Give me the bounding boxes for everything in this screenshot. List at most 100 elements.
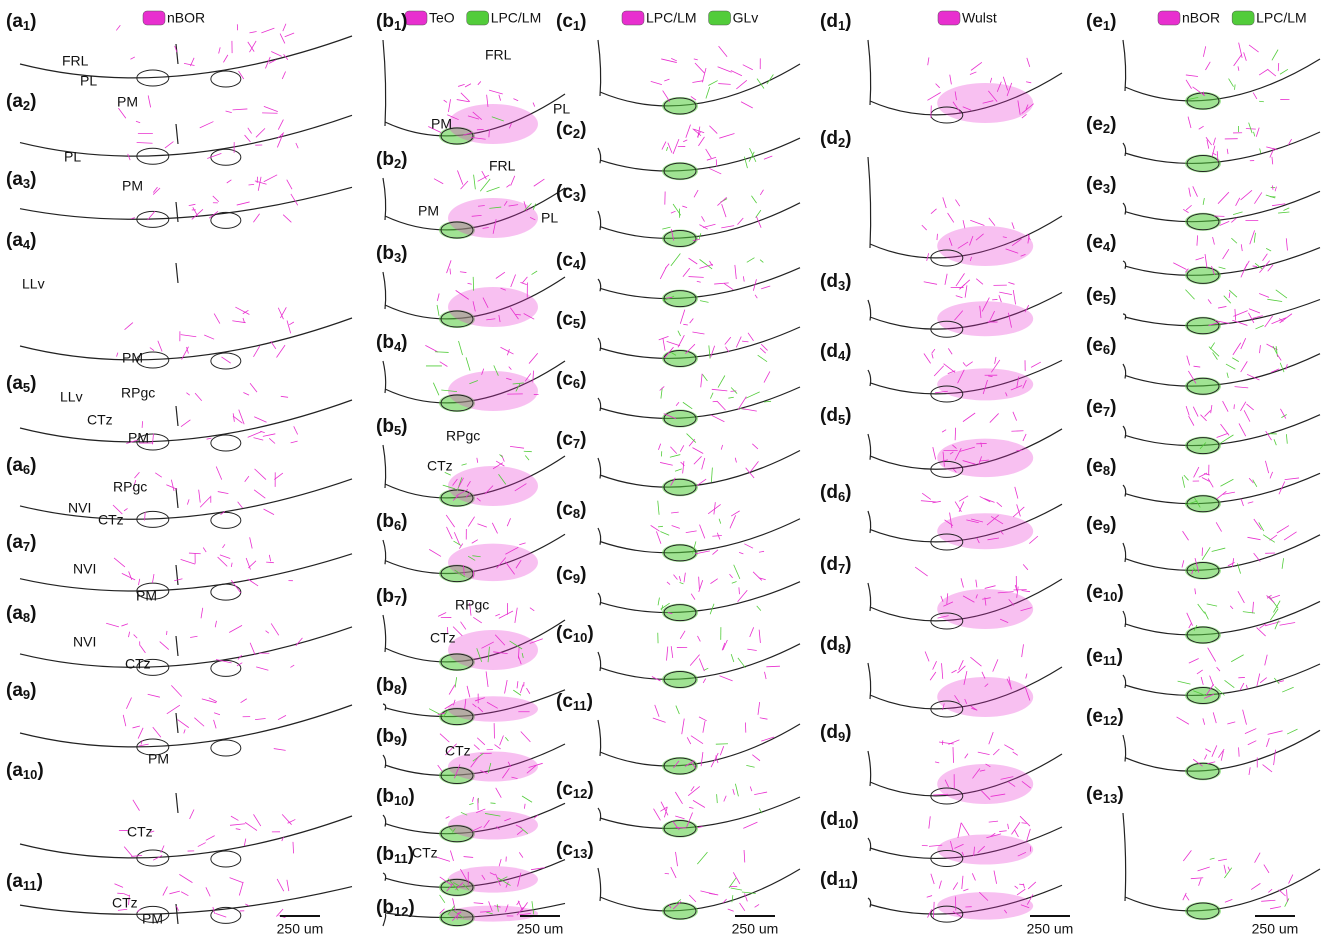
fiber — [213, 196, 219, 202]
fiber — [1249, 767, 1250, 775]
section: (a6)RPgcNVICTz — [6, 455, 352, 528]
legend-label: LPC/LM — [491, 10, 542, 26]
label-text: ) — [845, 634, 851, 655]
fiber — [1265, 316, 1273, 327]
section-outline — [1125, 59, 1320, 101]
fiber — [1212, 745, 1217, 756]
fiber — [658, 444, 660, 450]
fiber — [287, 880, 289, 891]
fiber — [1228, 562, 1235, 565]
fiber — [703, 679, 705, 683]
midline — [383, 873, 386, 881]
fiber — [227, 180, 232, 183]
fiber — [1183, 893, 1186, 900]
fiber — [499, 859, 501, 866]
midline — [176, 488, 178, 508]
label-index: 8 — [1103, 463, 1110, 478]
fiber — [245, 822, 257, 830]
label-index: 13 — [1103, 791, 1117, 806]
fiber — [1287, 729, 1297, 734]
fiber — [686, 125, 691, 138]
fiber — [271, 52, 282, 57]
fiber — [1254, 233, 1255, 243]
midline — [176, 636, 178, 656]
fiber — [520, 685, 523, 693]
fiber — [1218, 306, 1226, 308]
fiber — [1022, 823, 1027, 824]
fiber — [766, 666, 780, 667]
fiber — [670, 455, 680, 458]
legend-swatch — [622, 11, 644, 25]
legend-swatch — [938, 11, 960, 25]
fiber — [1270, 148, 1274, 158]
scale-bar-label: 250 um — [277, 921, 324, 937]
label-text: (e — [1086, 174, 1103, 195]
region-label: NVI — [73, 634, 96, 650]
fiber — [663, 338, 665, 350]
fiber — [709, 126, 717, 134]
label-text: (a — [6, 11, 23, 32]
fiber — [139, 744, 149, 746]
label-index: 2 — [838, 135, 845, 150]
midline — [383, 361, 386, 393]
fiber — [1012, 222, 1014, 229]
section: (c7) — [556, 429, 800, 496]
fiber — [658, 501, 659, 515]
midline — [598, 652, 601, 671]
fiber — [1280, 69, 1288, 74]
fiber — [1213, 138, 1215, 145]
fiber — [513, 690, 521, 695]
fiber — [248, 184, 254, 185]
region-label: RPgc — [121, 385, 155, 401]
midline — [868, 583, 871, 611]
fiber — [148, 694, 160, 697]
midline — [383, 704, 386, 710]
fiber — [1218, 192, 1229, 204]
fiber — [1241, 361, 1248, 372]
fiber — [1186, 406, 1189, 415]
fiber — [1286, 434, 1287, 444]
fiber — [433, 383, 439, 396]
region-label: CTz — [98, 512, 124, 528]
fiber — [764, 672, 766, 679]
fiber — [976, 580, 977, 588]
section: (e7) — [1086, 397, 1320, 455]
midline — [598, 808, 601, 821]
fiber — [671, 211, 676, 213]
fiber — [1251, 883, 1260, 889]
region-label: PM — [122, 350, 143, 366]
label-text: (e — [1086, 285, 1103, 306]
green-label — [1185, 213, 1221, 231]
label-index: 7 — [23, 539, 30, 554]
fiber — [125, 323, 133, 330]
fiber — [1235, 387, 1249, 388]
label-text: ) — [30, 169, 36, 190]
green-label — [662, 410, 698, 428]
green-label — [662, 604, 698, 622]
label-index: 11 — [394, 851, 408, 866]
green-label — [1185, 155, 1221, 173]
fiber — [683, 402, 692, 409]
label-text: ) — [30, 373, 36, 394]
legend-swatch — [467, 11, 489, 25]
section-label: (b1) — [376, 11, 408, 33]
green-label — [662, 350, 698, 368]
fiber — [721, 226, 734, 228]
label-text: ) — [1110, 114, 1116, 135]
fiber — [1270, 595, 1280, 598]
midline — [868, 663, 871, 699]
fiber — [472, 797, 473, 802]
fiber — [735, 784, 738, 797]
section-outline — [20, 554, 352, 591]
fiber — [190, 636, 197, 637]
section-label: (a2) — [6, 91, 36, 113]
label-text: ) — [580, 250, 586, 271]
fiber — [922, 493, 931, 499]
fiber — [472, 540, 478, 544]
fiber — [691, 594, 695, 600]
fiber — [214, 720, 217, 729]
fiber — [1235, 309, 1236, 320]
fiber — [524, 804, 525, 809]
label-text: (c — [556, 623, 573, 644]
fiber — [294, 426, 298, 434]
